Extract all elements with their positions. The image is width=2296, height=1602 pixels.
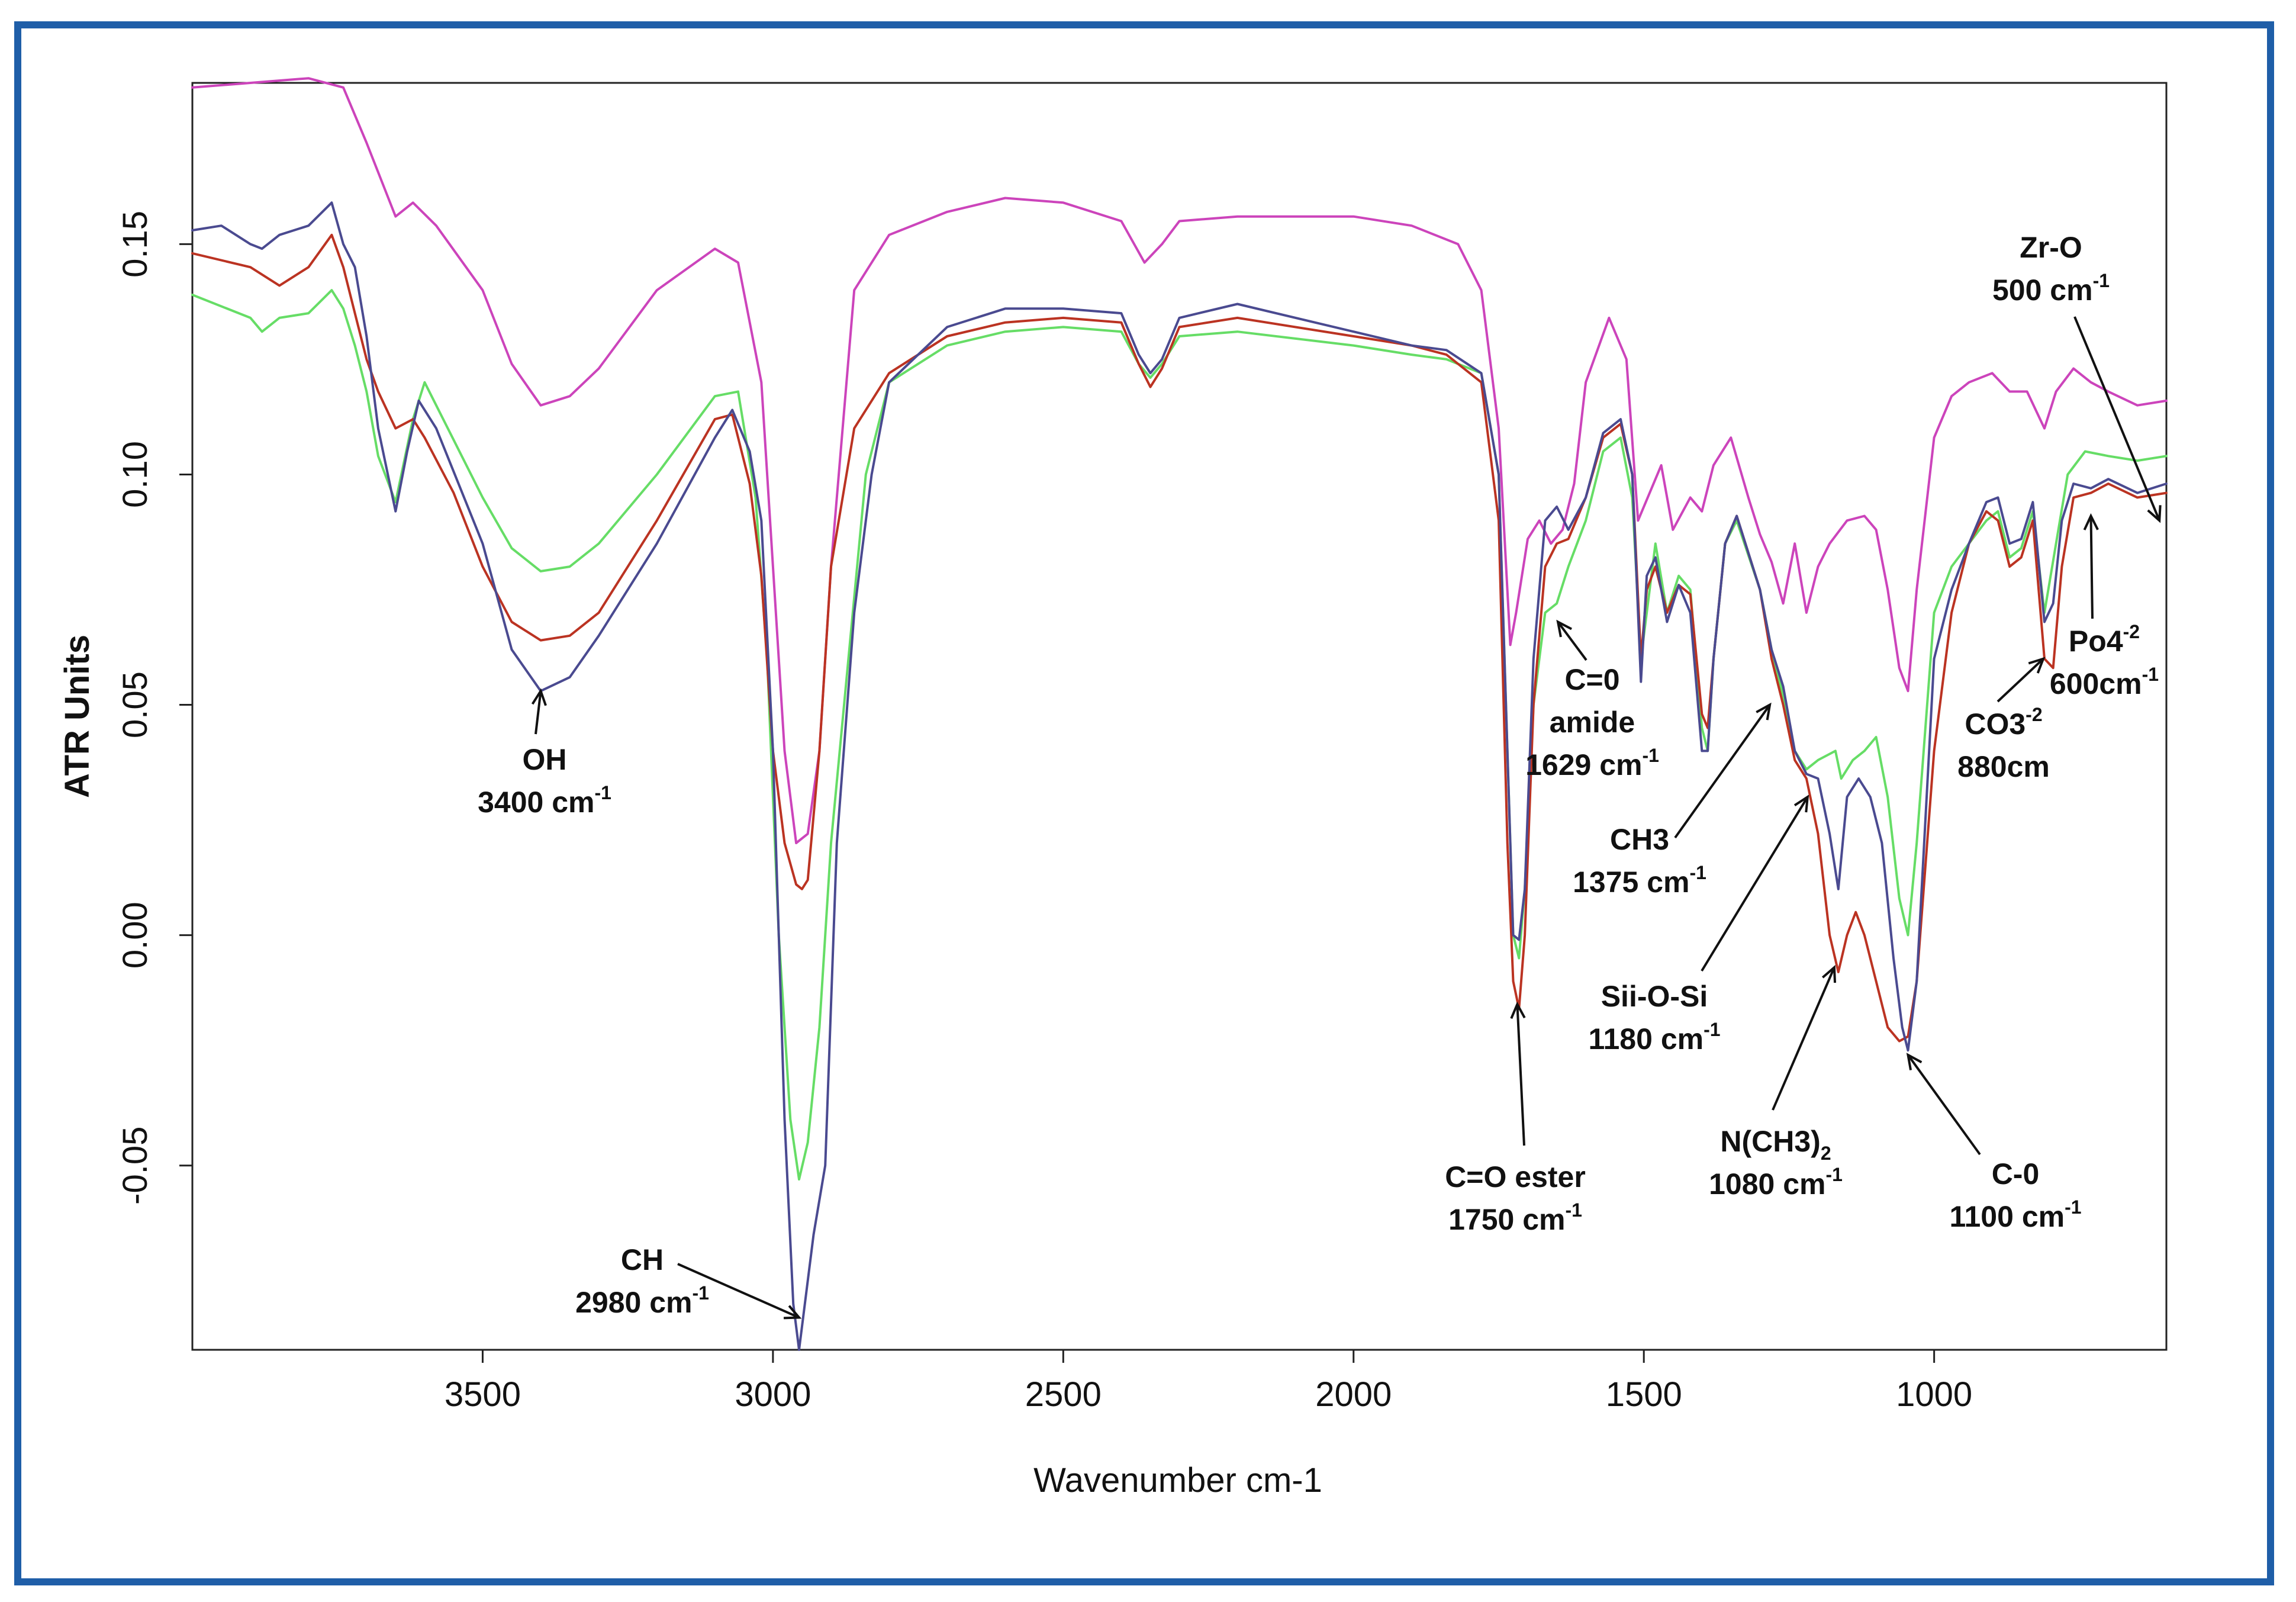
annotation-oh: OH 3400 cm-1 [478,688,611,819]
series-layer [191,77,2168,1351]
x-tick-label: 2500 [1025,1375,1102,1414]
annotation-text: Zr-O [2020,231,2082,264]
annotation-text: 500 cm-1 [1992,270,2110,307]
x-tick-label: 1500 [1606,1375,1682,1414]
annotation-text: 1100 cm-1 [1949,1196,2081,1233]
y-axis: 0.15 0.10 0.05 0.00 -0.05 [116,211,192,1205]
y-tick-label: 0.10 [116,441,154,508]
annotation-sio: Sii-O-Si 1180 cm-1 [1588,794,1809,1056]
y-tick-label: 0.15 [116,211,154,278]
annotation-text: 1629 cm-1 [1525,745,1659,781]
annotation-arrow [1772,967,1835,1111]
x-axis: 3500 3000 2500 2000 1500 1000 [445,1350,1972,1414]
annotation-c0: C-0 1100 cm-1 [1906,1053,2082,1233]
x-tick-label: 2000 [1315,1375,1392,1414]
annotation-ch: CH 2980 cm-1 [575,1243,802,1320]
annotation-text: CO3-2 [1965,704,2042,741]
annotation-arrowhead [1510,1001,1526,1019]
annotation-co-amide: C=0 amide 1629 cm-1 [1525,619,1659,781]
x-axis-label: Wavenumber cm-1 [1033,1461,1322,1500]
annotation-text: 1180 cm-1 [1588,1019,1720,1056]
annotation-arrowhead [1906,1053,1923,1070]
annotation-arrow [2073,316,2161,522]
annotation-text: amide [1550,706,1635,739]
x-tick-label: 1000 [1896,1375,1972,1414]
annotation-arrowhead [2147,505,2162,523]
x-tick-label: 3000 [735,1375,811,1414]
annotation-text: C=0 [1564,663,1619,696]
annotation-text: OH [523,743,567,776]
annotation-text: C-0 [1992,1157,2040,1191]
annotation-text: N(CH3)2 [1720,1125,1831,1164]
annotation-arrowhead [2028,657,2046,674]
annotation-co-ester: C=O ester 1750 cm-1 [1445,1001,1586,1236]
annotation-arrow [677,1263,800,1319]
annotation-arrowhead [783,1305,802,1320]
annotation-arrowhead [1821,964,1837,983]
annotation-ch3: CH3 1375 cm-1 [1573,702,1772,899]
annotation-text: CH [621,1243,664,1276]
annotation-co3: CO3-2 880cm [1957,657,2050,783]
annotation-arrowhead [2083,513,2099,530]
annotation-text: 2980 cm-1 [575,1282,709,1319]
annotation-arrow [1907,1054,1981,1156]
plot-area [191,82,2168,1351]
annotation-text: 1375 cm-1 [1573,862,1706,899]
series-line-blue [191,201,2168,1351]
annotation-arrowhead [531,688,547,706]
annotation-arrow [2089,516,2094,619]
y-tick-label: 0.05 [116,671,154,738]
annotation-arrow [1516,1004,1525,1146]
annotation-po4: Po4-2 600cm-1 [2050,513,2159,700]
annotation-text: 1750 cm-1 [1448,1199,1582,1236]
annotation-text: 600cm-1 [2050,664,2159,700]
annotation-text: 880cm [1957,750,2050,783]
annotation-arrow [1557,621,1587,661]
annotation-text: Po4-2 [2069,621,2140,658]
annotation-text: 3400 cm-1 [478,782,611,819]
annotation-arrow [1996,658,2044,703]
peak-annotations: OH 3400 cm-1 CH 2980 cm-1 C=O ester 1750 cm-1… [478,231,2162,1320]
annotation-zro: Zr-O 500 cm-1 [1992,231,2162,523]
y-axis-label: ATR Units [58,635,96,798]
annotation-arrow [534,690,542,735]
annotation-arrowhead [1556,619,1573,638]
annotation-text: CH3 [1610,823,1669,856]
annotation-text: Sii-O-Si [1601,980,1708,1013]
annotation-text: C=O ester [1445,1160,1586,1194]
y-tick-label: -0.05 [116,1127,154,1205]
annotation-arrowhead [1793,794,1809,813]
annotation-arrow [1701,796,1809,972]
annotation-arrowhead [1756,702,1772,720]
annotation-arrow [1674,704,1771,839]
annotation-text: 1080 cm-1 [1709,1164,1843,1201]
x-tick-label: 3500 [445,1375,521,1414]
y-tick-label: 0.00 [116,902,154,969]
